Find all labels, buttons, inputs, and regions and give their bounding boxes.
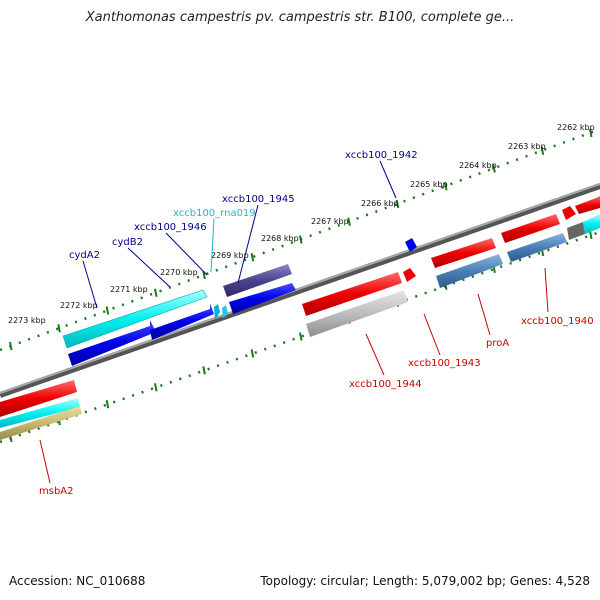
leader-line (82, 260, 98, 309)
gene-label[interactable]: xccb100_1945 (222, 194, 295, 205)
backbone (0, 183, 600, 398)
leader-line (237, 204, 259, 284)
scale-tick (57, 324, 61, 333)
gene-label[interactable]: xccb100_rna019 (173, 208, 256, 219)
gene-rna019b-feature[interactable] (222, 305, 228, 318)
tick-label: 2266 kbp (361, 199, 399, 208)
tick-label: 2268 kbp (261, 234, 299, 243)
tick-label: 2263 kbp (508, 142, 546, 151)
tick-label: 2269 kbp (211, 251, 249, 260)
gene-1938-feature[interactable] (575, 196, 600, 214)
gene-label[interactable]: proA (486, 338, 509, 349)
leader-line (127, 247, 171, 288)
scale-tick (202, 366, 206, 375)
scale-tick (154, 383, 158, 392)
features-reverse[interactable] (62, 238, 417, 366)
scale-tick (347, 217, 351, 226)
accession-text: Accession: NC_010688 (9, 574, 146, 588)
gene-1940-feature[interactable] (501, 214, 560, 243)
scale-tick (250, 349, 255, 358)
gene-label[interactable]: msbA2 (39, 486, 74, 497)
gene-label[interactable]: xccb100_1944 (349, 379, 422, 390)
gene-msbA2-feature[interactable] (0, 380, 77, 417)
gene-msbA2c-feature[interactable] (0, 406, 82, 440)
scale-tick (154, 288, 158, 297)
gene-label[interactable]: xccb100_1942 (345, 150, 418, 161)
tick-label: 2271 kbp (110, 285, 148, 294)
gene-1942-feature[interactable] (405, 238, 417, 252)
gene-proA-b-feature[interactable] (436, 254, 503, 288)
scale-tick (299, 235, 303, 244)
leader-line (210, 218, 215, 273)
leader-line (423, 313, 441, 356)
scale-tick (395, 199, 400, 209)
tick-labels: 2262 kbp 2263 kbp 2264 kbp 2265 kbp 2266 kbp… (8, 123, 595, 325)
gene-label[interactable]: cydA2 (69, 250, 100, 261)
gene-1944b-feature[interactable] (306, 290, 408, 337)
tick-label: 2272 kbp (60, 301, 98, 310)
scale-tick (492, 164, 496, 173)
gene-1940b-feature[interactable] (507, 233, 567, 262)
leader-line (379, 160, 397, 199)
scale-tick (202, 270, 206, 280)
gene-1945-feature[interactable] (223, 264, 292, 297)
tick-label: 2262 kbp (557, 123, 595, 132)
leader-line (365, 333, 385, 376)
map-title: Xanthomonas campestris pv. campestris st… (85, 10, 515, 25)
gene-proA-feature[interactable] (431, 238, 496, 268)
gene-1945b-feature[interactable] (229, 283, 296, 314)
gene-1946-feature[interactable] (150, 303, 214, 340)
tick-label: 2273 kbp (8, 316, 46, 325)
scale-tick (105, 306, 110, 315)
leader-line (39, 439, 51, 484)
scale-tick (589, 128, 593, 138)
gene-cydA2-feature[interactable] (62, 289, 208, 349)
gene-label[interactable]: cydB2 (112, 237, 143, 248)
gene-labels: xccb100_1942 xccb100_1945 xccb100_rna019xc… (39, 150, 594, 497)
gene-label[interactable]: xccb100_1943 (408, 358, 481, 369)
gene-1939-feature[interactable] (562, 206, 576, 220)
gene-1938c-feature[interactable] (583, 214, 600, 234)
gene-1943-feature[interactable] (403, 268, 416, 282)
leader-lines (39, 160, 549, 484)
tick-label: 2264 kbp (459, 161, 497, 170)
scale-tick (540, 146, 545, 155)
tick-scale-top (0, 128, 596, 352)
features-forward[interactable] (0, 196, 600, 440)
leader-line (477, 293, 491, 336)
scale-tick (589, 230, 593, 240)
scale-tick (105, 399, 110, 409)
scale-tick (9, 341, 13, 351)
tick-label: 2265 kbp (410, 180, 448, 189)
gene-msbA2b-feature[interactable] (0, 398, 80, 428)
gene-cydB2-feature[interactable] (68, 320, 156, 366)
scale-tick (444, 182, 448, 191)
gene-1938b-feature[interactable] (567, 222, 585, 240)
scale-tick (299, 332, 303, 341)
gene-label[interactable]: xccb100_1946 (134, 222, 207, 233)
gene-label[interactable]: xccb100_1940 (521, 316, 594, 327)
leader-line (165, 232, 208, 276)
tick-label: 2267 kbp (311, 217, 349, 226)
genome-summary-text: Topology: circular; Length: 5,079,002 bp… (260, 574, 590, 588)
scale-tick (250, 253, 255, 262)
leader-line (544, 267, 549, 313)
tick-label: 2270 kbp (160, 268, 198, 277)
gene-rna019-feature[interactable] (214, 304, 220, 320)
gene-1944-feature[interactable] (302, 272, 402, 316)
